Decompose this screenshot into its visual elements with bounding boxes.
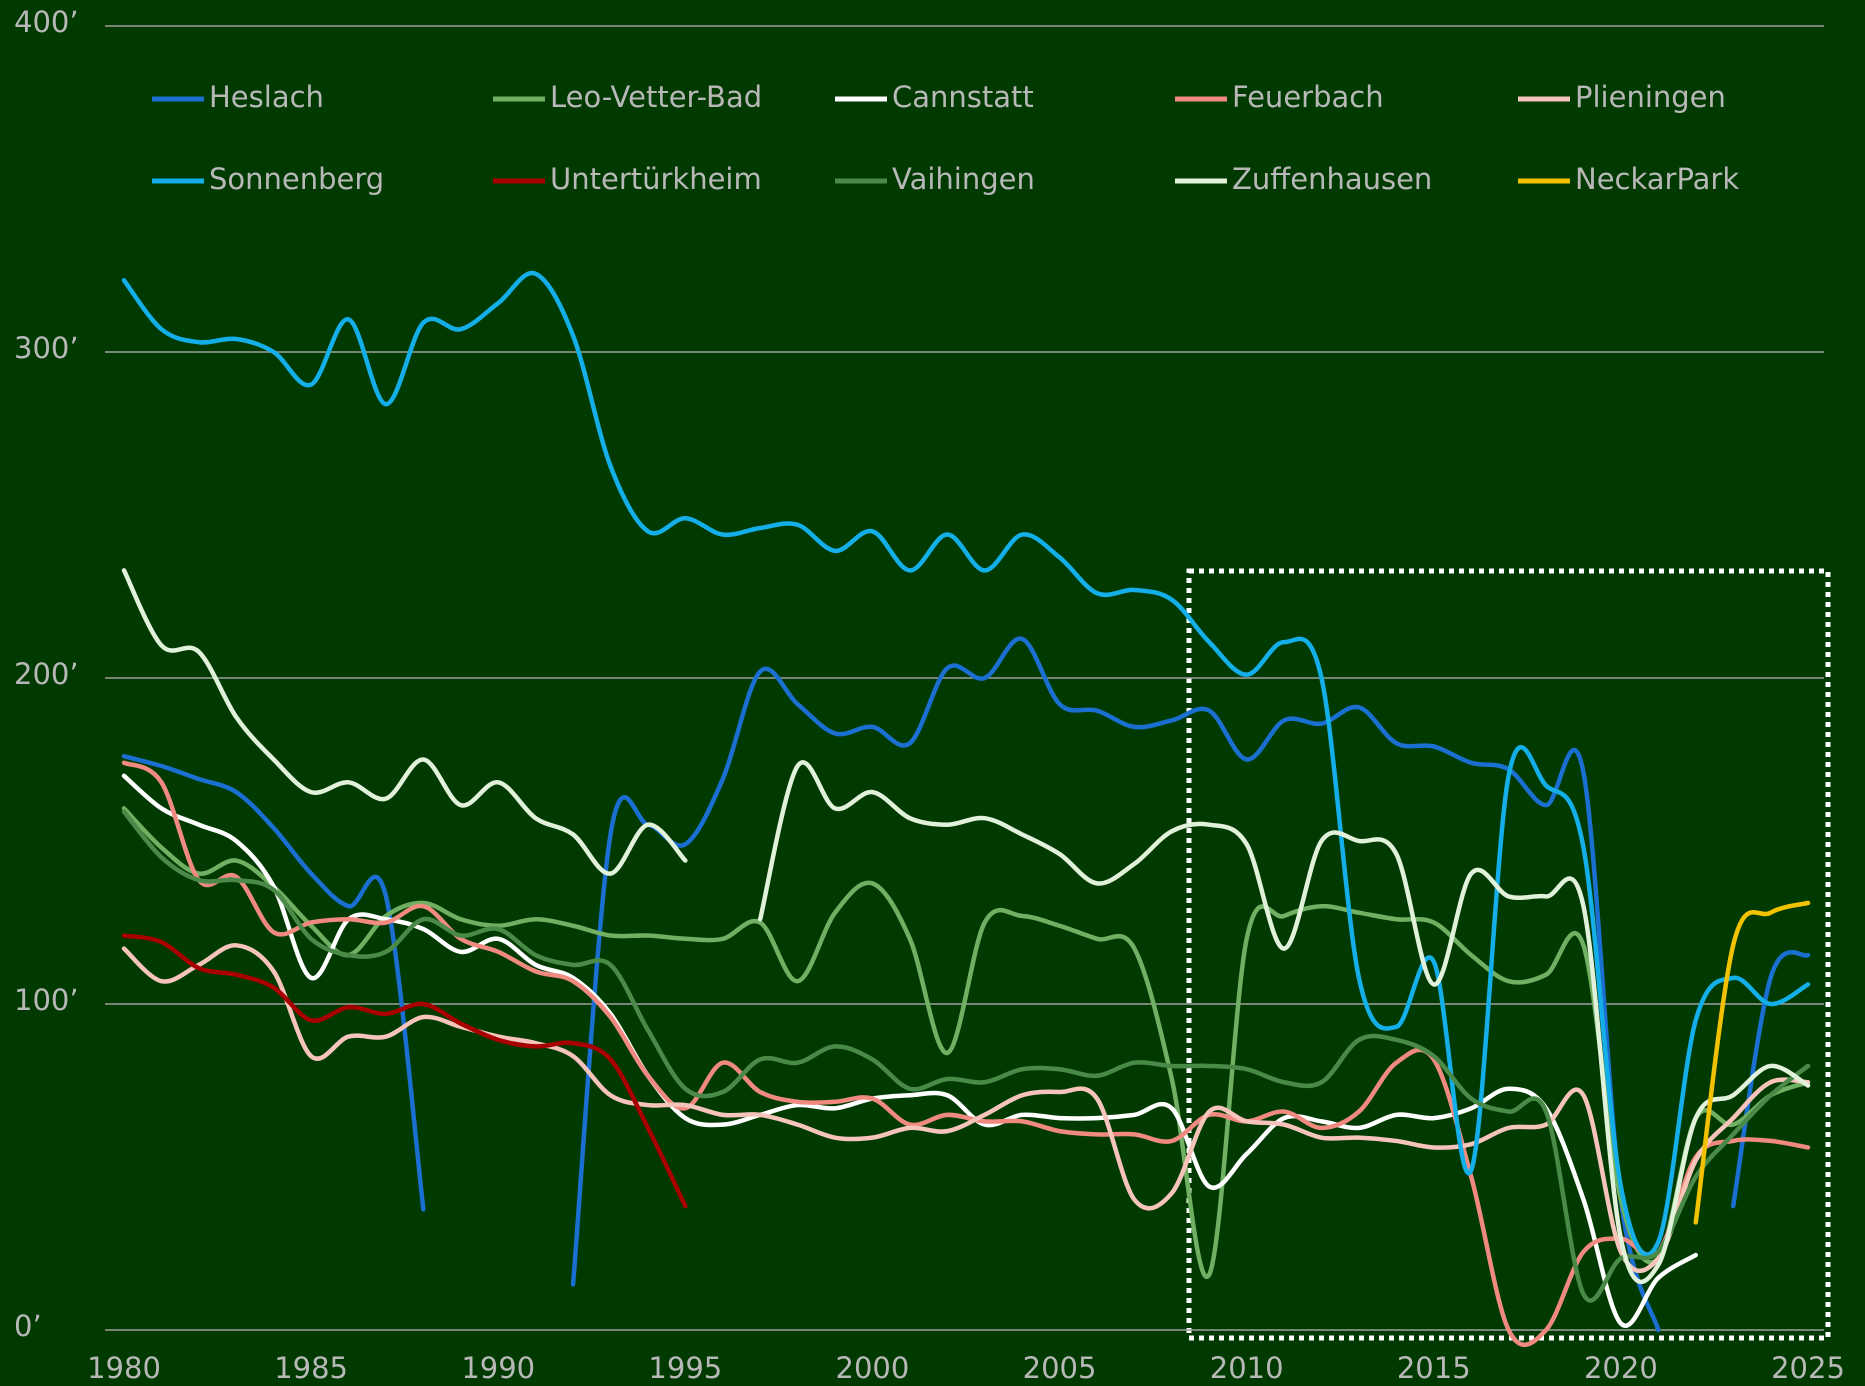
series-line xyxy=(121,760,1811,1348)
x-tick-label: 1985 xyxy=(274,1351,348,1385)
series-line xyxy=(121,809,1811,1303)
legend-label: Vaihingen xyxy=(892,162,1035,196)
legend-label: Zuffenhausen xyxy=(1232,162,1432,196)
y-tick-label: 400’ xyxy=(14,5,79,39)
y-tick-label: 300’ xyxy=(14,331,79,365)
x-tick-label: 2010 xyxy=(1210,1351,1284,1385)
series-line xyxy=(121,568,1811,1285)
legend-label: Leo-Vetter-Bad xyxy=(550,80,762,114)
series-line xyxy=(121,773,1698,1328)
x-tick-label: 2000 xyxy=(836,1351,910,1385)
series-line xyxy=(121,933,688,1209)
legend-label: Feuerbach xyxy=(1232,80,1384,114)
series-line xyxy=(121,270,1811,1257)
series-line xyxy=(1693,900,1811,1225)
series-line xyxy=(121,806,1811,1280)
x-tick-label: 1995 xyxy=(648,1351,722,1385)
x-tick-label: 2005 xyxy=(1023,1351,1097,1385)
y-tick-label: 200’ xyxy=(14,657,79,691)
y-tick-label: 100’ xyxy=(14,983,79,1017)
highlight-box xyxy=(1186,568,1831,1341)
legend-label: Plieningen xyxy=(1575,80,1726,114)
x-tick-label: 1990 xyxy=(461,1351,535,1385)
legend-label: Untertürkheim xyxy=(550,162,762,196)
legend-label: Cannstatt xyxy=(892,80,1034,114)
series-line xyxy=(121,636,1811,1333)
x-tick-label: 2015 xyxy=(1397,1351,1471,1385)
y-tick-label: 0’ xyxy=(14,1309,42,1343)
x-tick-label: 2020 xyxy=(1584,1351,1658,1385)
legend-label: Sonnenberg xyxy=(209,162,384,196)
x-tick-label: 1980 xyxy=(87,1351,161,1385)
legend-label: NeckarPark xyxy=(1575,162,1739,196)
legend-label: Heslach xyxy=(209,80,324,114)
x-tick-label: 2025 xyxy=(1771,1351,1845,1385)
